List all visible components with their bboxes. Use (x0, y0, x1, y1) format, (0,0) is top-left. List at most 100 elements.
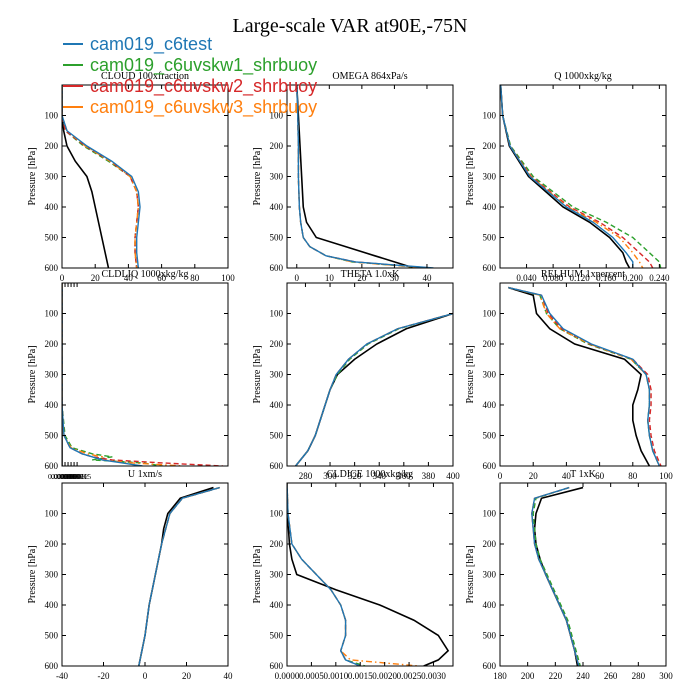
y-axis-label: Pressure [hPa] (465, 545, 476, 603)
y-tick-label: 500 (270, 631, 284, 641)
series-line (287, 483, 361, 666)
series-line (532, 486, 581, 666)
x-tick-label: 400 (446, 471, 460, 481)
x-tick-label: -40 (56, 671, 68, 681)
plot-frame (286, 482, 454, 667)
y-tick-label: 600 (270, 263, 284, 273)
y-tick-label: 300 (483, 370, 497, 380)
series-line (62, 85, 140, 268)
series-line (62, 283, 143, 466)
y-tick-label: 400 (45, 600, 59, 610)
y-tick-label: 200 (45, 539, 59, 549)
series-line (508, 286, 662, 466)
x-tick-label: 0 (143, 671, 148, 681)
x-tick-label: -20 (98, 671, 110, 681)
plot-frame (499, 84, 667, 269)
y-tick-label: 300 (483, 570, 497, 580)
series-line (138, 486, 220, 666)
y-tick-label: 100 (270, 309, 284, 319)
y-axis-label: Pressure [hPa] (27, 147, 38, 205)
y-tick-label: 500 (45, 631, 59, 641)
series-line (138, 486, 220, 666)
x-tick-label: 80 (190, 273, 200, 283)
panel: 100 200 300 400 500 600-40 -20 0 20 40 Pressure [h… (27, 469, 233, 681)
x-tick-label: 0.0000 (275, 671, 300, 681)
y-axis-label: Pressure [hPa] (252, 345, 263, 403)
x-tick-label: 40 (562, 471, 572, 481)
y-tick-label: 600 (483, 461, 497, 471)
x-tick-label: 300 (659, 671, 673, 681)
series-line (500, 85, 644, 268)
series-line (533, 486, 584, 666)
y-tick-label: 400 (483, 400, 497, 410)
y-tick-label: 500 (45, 233, 59, 243)
x-tick-label: 300 (323, 471, 337, 481)
x-tick-label: 100 (221, 273, 235, 283)
y-tick-label: 100 (45, 111, 59, 121)
x-tick-label: 100 (659, 471, 673, 481)
legend: cam019_c6testcam019_c6uvskw1_shrbuoycam0… (63, 34, 317, 118)
x-tick-label: 0.160 (596, 273, 617, 283)
y-tick-label: 200 (483, 539, 497, 549)
y-tick-label: 600 (45, 263, 59, 273)
y-tick-label: 500 (270, 431, 284, 441)
x-tick-label: 380 (422, 471, 436, 481)
y-tick-label: 300 (483, 172, 497, 182)
series-line (500, 85, 631, 268)
panel-title: T 1xK (570, 469, 596, 480)
series-line (138, 486, 220, 666)
series-line (500, 85, 634, 268)
y-tick-label: 200 (45, 339, 59, 349)
x-tick-label: 30 (390, 273, 400, 283)
x-tick-label: 0.000009 (57, 472, 85, 481)
x-tick-label: 80 (628, 471, 638, 481)
series-line (137, 486, 214, 666)
x-tick-label: 0.240 (649, 273, 670, 283)
y-tick-label: 400 (483, 202, 497, 212)
y-tick-label: 100 (270, 509, 284, 519)
x-tick-label: 0.000012 (60, 472, 88, 481)
x-tick-label: 0.080 (543, 273, 564, 283)
x-tick-label: 20 (357, 273, 367, 283)
y-tick-label: 300 (45, 370, 59, 380)
y-axis-label: Pressure [hPa] (465, 147, 476, 205)
x-tick-label: 280 (299, 471, 313, 481)
y-tick-label: 400 (45, 400, 59, 410)
x-tick-label: 340 (372, 471, 386, 481)
series-line (294, 312, 453, 466)
y-tick-label: 100 (45, 309, 59, 319)
y-tick-label: 600 (270, 661, 284, 671)
y-tick-label: 200 (483, 141, 497, 151)
panel-title: OMEGA 864xPa/s (332, 71, 407, 82)
x-tick-label: 0.000000 (48, 472, 76, 481)
panel: 100 200 300 400 500 600 0 10 20 30 40 Pressure [hPa… (252, 71, 454, 283)
y-tick-label: 300 (45, 570, 59, 580)
x-tick-label: 240 (576, 671, 590, 681)
x-tick-label: 10 (325, 273, 335, 283)
x-tick-label: 0.0015 (348, 671, 373, 681)
plot-frame (499, 482, 667, 667)
y-axis-label: Pressure [hPa] (465, 345, 476, 403)
series-line (508, 286, 661, 466)
x-tick-label: 20 (182, 671, 192, 681)
series-line (62, 283, 183, 466)
x-tick-label: 0 (60, 273, 65, 283)
y-tick-label: 500 (483, 233, 497, 243)
series-line (295, 85, 415, 268)
series-line (62, 85, 141, 268)
y-tick-label: 300 (45, 172, 59, 182)
x-tick-label: 0.120 (570, 273, 591, 283)
x-tick-label: 0.000006 (54, 472, 82, 481)
panel-title: Q 1000xkg/kg (554, 71, 612, 82)
series-line (500, 85, 662, 268)
x-tick-label: 0.0005 (299, 671, 324, 681)
y-tick-label: 600 (270, 461, 284, 471)
legend-label: cam019_c6uvskw3_shrbuoy (90, 97, 317, 118)
series-line (508, 286, 651, 466)
x-tick-label: 0.0030 (421, 671, 446, 681)
panel-title: THETA 1.0xK (341, 269, 400, 280)
y-tick-label: 500 (483, 431, 497, 441)
